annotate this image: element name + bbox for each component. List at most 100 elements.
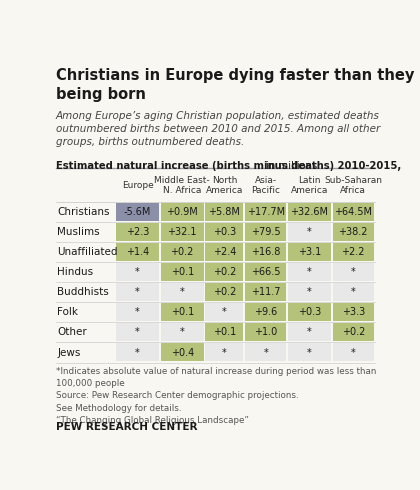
Bar	[245, 323, 286, 341]
Text: +0.1: +0.1	[171, 307, 194, 318]
Bar	[288, 243, 331, 261]
Bar	[288, 343, 331, 361]
Text: +79.5: +79.5	[251, 227, 281, 237]
Bar	[245, 223, 286, 241]
Text: Jews: Jews	[58, 347, 81, 358]
Text: +2.2: +2.2	[341, 247, 365, 257]
Bar	[116, 203, 159, 221]
Text: *: *	[222, 347, 227, 358]
Bar	[333, 203, 374, 221]
Bar	[245, 283, 286, 301]
Text: +0.9M: +0.9M	[166, 207, 198, 217]
Text: +17.7M: +17.7M	[247, 207, 285, 217]
Text: Other: Other	[58, 327, 87, 338]
Text: PEW RESEARCH CENTER: PEW RESEARCH CENTER	[56, 421, 197, 432]
Text: +11.7: +11.7	[251, 288, 281, 297]
Text: +0.2: +0.2	[171, 247, 194, 257]
Bar	[116, 223, 159, 241]
Text: +0.2: +0.2	[213, 288, 236, 297]
Text: *: *	[135, 347, 140, 358]
Text: *: *	[135, 307, 140, 318]
Text: +0.2: +0.2	[213, 268, 236, 277]
Text: +16.8: +16.8	[251, 247, 280, 257]
Text: *: *	[222, 307, 227, 318]
Text: *Indicates absolute value of natural increase during period was less than
100,00: *Indicates absolute value of natural inc…	[56, 367, 376, 425]
Text: *: *	[180, 327, 184, 338]
Text: +38.2: +38.2	[339, 227, 368, 237]
Text: Middle East-
N. Africa: Middle East- N. Africa	[155, 175, 210, 195]
Text: Europe: Europe	[122, 181, 153, 190]
Bar	[288, 263, 331, 281]
Bar	[245, 243, 286, 261]
Bar	[205, 263, 243, 281]
Bar	[205, 343, 243, 361]
Bar	[161, 203, 204, 221]
Text: +0.2: +0.2	[341, 327, 365, 338]
Text: +3.3: +3.3	[341, 307, 365, 318]
Bar	[161, 223, 204, 241]
Text: -5.6M: -5.6M	[124, 207, 151, 217]
Text: +64.5M: +64.5M	[334, 207, 372, 217]
Bar	[288, 223, 331, 241]
Bar	[333, 283, 374, 301]
Bar	[161, 243, 204, 261]
Bar	[116, 343, 159, 361]
Text: *: *	[135, 288, 140, 297]
Bar	[116, 263, 159, 281]
Bar	[116, 303, 159, 321]
Bar	[245, 343, 286, 361]
Text: +66.5: +66.5	[251, 268, 281, 277]
Bar	[245, 203, 286, 221]
Bar	[205, 243, 243, 261]
Bar	[161, 263, 204, 281]
Bar	[161, 343, 204, 361]
Text: +0.1: +0.1	[171, 268, 194, 277]
Text: Unaffiliated: Unaffiliated	[58, 247, 118, 257]
Text: Muslims: Muslims	[58, 227, 100, 237]
Text: *: *	[307, 347, 312, 358]
Text: Among Europe’s aging Christian population, estimated deaths
outnumbered births b: Among Europe’s aging Christian populatio…	[56, 111, 380, 147]
Text: North
America: North America	[206, 175, 243, 195]
Text: Folk: Folk	[58, 307, 79, 318]
Text: +1.0: +1.0	[254, 327, 277, 338]
Bar	[205, 203, 243, 221]
Text: Christians: Christians	[58, 207, 110, 217]
Text: *: *	[263, 347, 268, 358]
Bar	[288, 303, 331, 321]
Text: Hindus: Hindus	[58, 268, 94, 277]
Text: Christians in Europe dying faster than they are
being born: Christians in Europe dying faster than t…	[56, 68, 420, 102]
Bar	[161, 323, 204, 341]
Text: *: *	[135, 268, 140, 277]
Bar	[116, 323, 159, 341]
Text: +32.6M: +32.6M	[291, 207, 328, 217]
Text: *: *	[180, 288, 184, 297]
Text: +0.3: +0.3	[213, 227, 236, 237]
Bar	[205, 323, 243, 341]
Text: +1.4: +1.4	[126, 247, 149, 257]
Text: +5.8M: +5.8M	[208, 207, 240, 217]
Bar	[288, 283, 331, 301]
Bar	[205, 283, 243, 301]
Text: +32.1: +32.1	[168, 227, 197, 237]
Text: +0.3: +0.3	[298, 307, 321, 318]
Bar	[205, 223, 243, 241]
Text: *: *	[351, 347, 356, 358]
Text: *: *	[307, 327, 312, 338]
Text: +3.1: +3.1	[298, 247, 321, 257]
Bar	[333, 323, 374, 341]
Text: *: *	[351, 268, 356, 277]
Text: Sub-Saharan
Africa: Sub-Saharan Africa	[324, 175, 382, 195]
Text: Asia-
Pacific: Asia- Pacific	[251, 175, 280, 195]
Text: Estimated natural increase (births minus deaths) 2010-2015,: Estimated natural increase (births minus…	[56, 161, 401, 171]
Bar	[245, 303, 286, 321]
Bar	[161, 303, 204, 321]
Text: *: *	[351, 288, 356, 297]
Bar	[116, 243, 159, 261]
Bar	[161, 283, 204, 301]
Bar	[333, 303, 374, 321]
Text: +2.3: +2.3	[126, 227, 149, 237]
Bar	[333, 243, 374, 261]
Text: +0.1: +0.1	[213, 327, 236, 338]
Bar	[205, 303, 243, 321]
Text: *: *	[135, 327, 140, 338]
